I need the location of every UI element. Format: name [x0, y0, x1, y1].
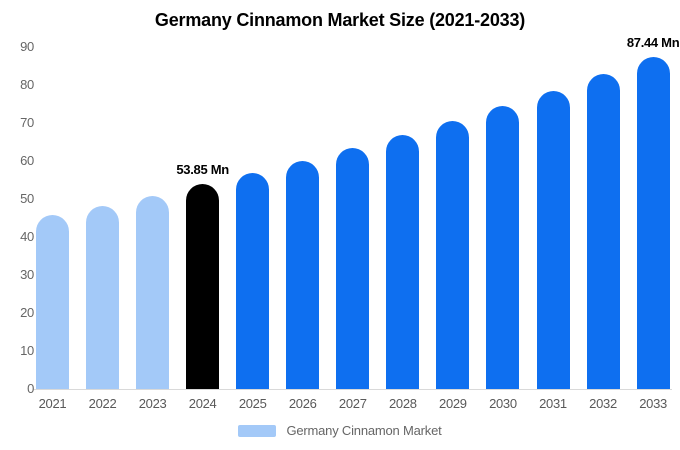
bar-2024[interactable] — [186, 184, 220, 389]
bar-2026[interactable] — [286, 161, 320, 389]
y-axis-tick-label: 50 — [20, 191, 34, 206]
bar-2030[interactable] — [486, 106, 520, 389]
x-axis-tick-label: 2027 — [338, 396, 367, 411]
bar-2033[interactable] — [636, 56, 670, 389]
y-axis-tick-label: 40 — [20, 229, 34, 244]
bar-2028[interactable] — [386, 135, 420, 389]
x-axis-tick-label: 2024 — [188, 396, 217, 411]
bar-2025[interactable] — [236, 173, 270, 389]
x-axis-tick-label: 2021 — [38, 396, 67, 411]
y-axis-tick-label: 80 — [20, 77, 34, 92]
x-axis-tick-label: 2028 — [388, 396, 417, 411]
x-axis-tick-label: 2026 — [288, 396, 317, 411]
x-axis-tick-label: 2031 — [539, 396, 567, 411]
bar-2027[interactable] — [336, 148, 370, 389]
y-axis-tick-label: 70 — [20, 115, 34, 130]
y-axis-tick-label: 0 — [27, 381, 34, 396]
chart-title: Germany Cinnamon Market Size (2021-2033) — [154, 10, 526, 30]
x-axis-tick-label: 2025 — [238, 396, 267, 411]
bar-2021[interactable] — [36, 214, 69, 389]
y-axis-tick-label: 60 — [20, 153, 34, 168]
x-axis-baseline — [33, 389, 672, 390]
bar-2022[interactable] — [86, 206, 120, 389]
bar-2023[interactable] — [136, 195, 170, 389]
y-axis-tick-label: 10 — [20, 343, 34, 358]
y-axis-tick-label: 30 — [20, 267, 34, 282]
bar-2032[interactable] — [586, 74, 620, 389]
x-axis-tick-label: 2033 — [639, 396, 667, 411]
y-axis-tick-label: 90 — [20, 39, 34, 54]
legend: Germany Cinnamon Market — [0, 423, 680, 438]
bar-value-label-2024: 53.85 Mn — [176, 162, 229, 178]
legend-label[interactable]: Germany Cinnamon Market — [286, 423, 442, 438]
x-axis-tick-label: 2023 — [138, 396, 167, 411]
x-axis-tick-label: 2032 — [589, 396, 617, 411]
bar-value-label-2033: 87.44 Mn — [626, 34, 680, 50]
y-axis-tick-label: 20 — [20, 305, 34, 320]
x-axis-tick-label: 2030 — [489, 396, 517, 411]
bar-2031[interactable] — [536, 90, 570, 389]
legend-swatch-icon[interactable] — [238, 424, 277, 437]
bar-2029[interactable] — [436, 121, 470, 389]
x-axis-tick-label: 2022 — [88, 396, 117, 411]
x-axis-tick-label: 2029 — [439, 396, 467, 411]
